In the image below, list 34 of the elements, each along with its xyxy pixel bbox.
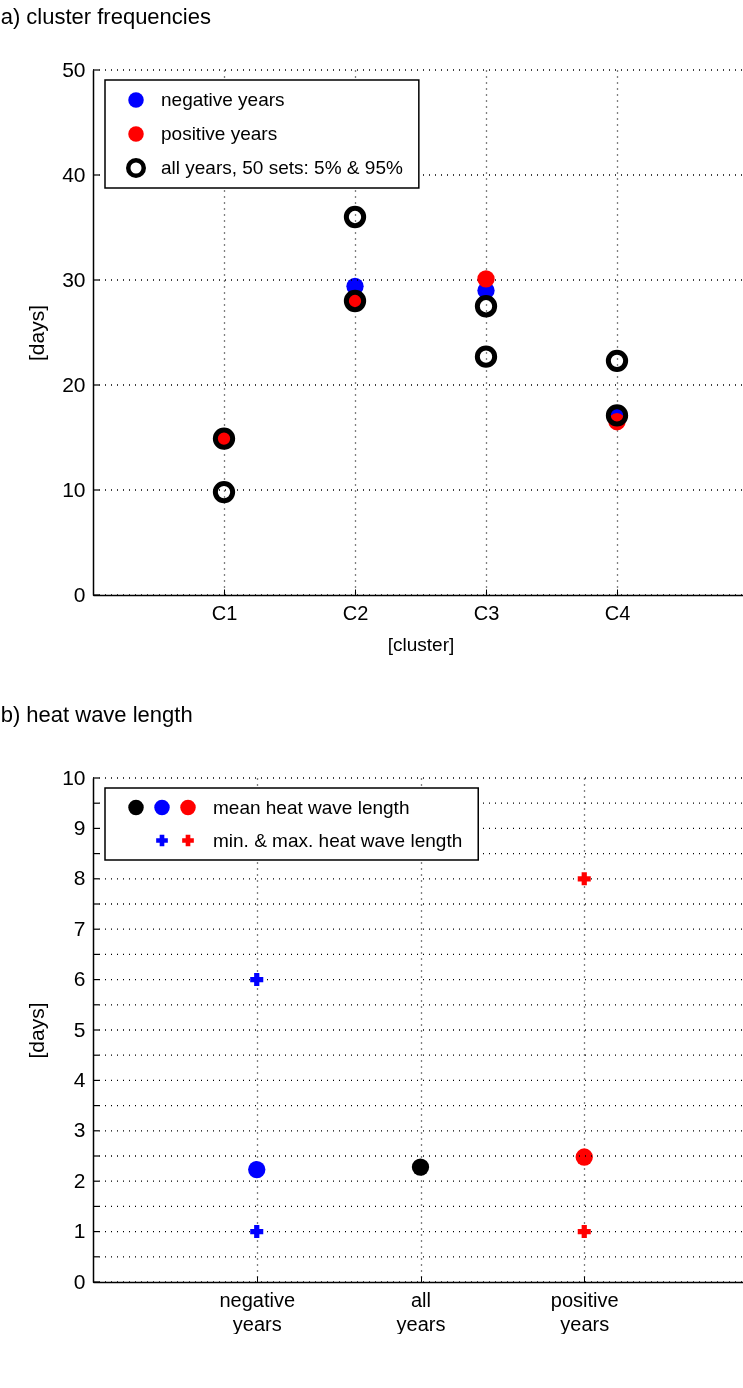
y-tick-label: 40 [62, 162, 86, 186]
y-tick-label: 10 [62, 765, 86, 789]
y-tick-label: 0 [73, 582, 86, 606]
x-tick-label: negative years [219, 1288, 296, 1335]
y-tick-label: 30 [62, 267, 86, 291]
y-tick-label: 0 [73, 1269, 86, 1293]
x-tick-label: C3 [473, 601, 500, 624]
y-tick-label: 6 [73, 967, 86, 991]
y-tick-label: 7 [73, 916, 86, 940]
y-tick-label: 2 [73, 1168, 86, 1192]
chart-title: a) cluster frequencies [0, 4, 211, 29]
legend-label: positive years [161, 123, 278, 144]
x-axis-title: [cluster] [387, 633, 455, 655]
y-tick-label: 9 [73, 815, 86, 839]
y-tick-label: 50 [62, 57, 86, 81]
x-tick-label: C1 [211, 601, 238, 624]
y-tick-label: 4 [73, 1067, 86, 1091]
y-tick-label: 5 [73, 1017, 86, 1041]
y-axis-title: [days] [25, 304, 49, 362]
legend-label: min. & max. heat wave length [213, 829, 463, 851]
legend-label: mean heat wave length [213, 796, 410, 818]
chart-title: b) heat wave length [0, 702, 193, 727]
x-tick-label: positive years [550, 1288, 619, 1335]
y-tick-label: 10 [62, 477, 86, 501]
x-tick-label: C2 [342, 601, 369, 624]
y-tick-label: 1 [73, 1219, 86, 1243]
y-axis-title: [days] [25, 1002, 49, 1059]
y-tick-label: 3 [73, 1118, 86, 1142]
legend-label: all years, 50 sets: 5% & 95% [161, 157, 403, 178]
x-tick-label: C4 [604, 601, 631, 624]
y-tick-label: 20 [62, 372, 86, 396]
y-tick-label: 8 [73, 866, 86, 890]
legend-label: negative years [161, 89, 285, 110]
x-tick-label: all years [396, 1288, 446, 1335]
